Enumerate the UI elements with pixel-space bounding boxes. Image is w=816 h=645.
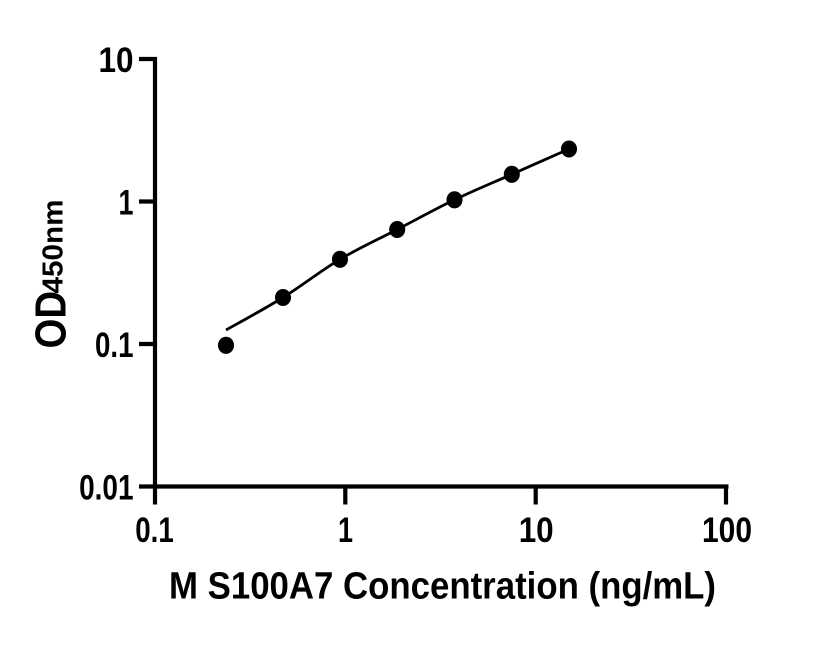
svg-text:OD: OD (27, 291, 76, 349)
svg-text:0.01: 0.01 (79, 469, 133, 508)
svg-text:M S100A7 Concentration (ng/mL): M S100A7 Concentration (ng/mL) (169, 566, 716, 608)
svg-text:1: 1 (338, 511, 353, 550)
svg-text:0.1: 0.1 (135, 511, 174, 550)
svg-text:0.1: 0.1 (95, 326, 134, 365)
svg-text:10: 10 (99, 41, 134, 80)
svg-text:100: 100 (702, 511, 752, 550)
svg-text:1: 1 (119, 184, 134, 223)
svg-text:10: 10 (519, 511, 554, 550)
svg-text:450nm: 450nm (37, 200, 69, 294)
